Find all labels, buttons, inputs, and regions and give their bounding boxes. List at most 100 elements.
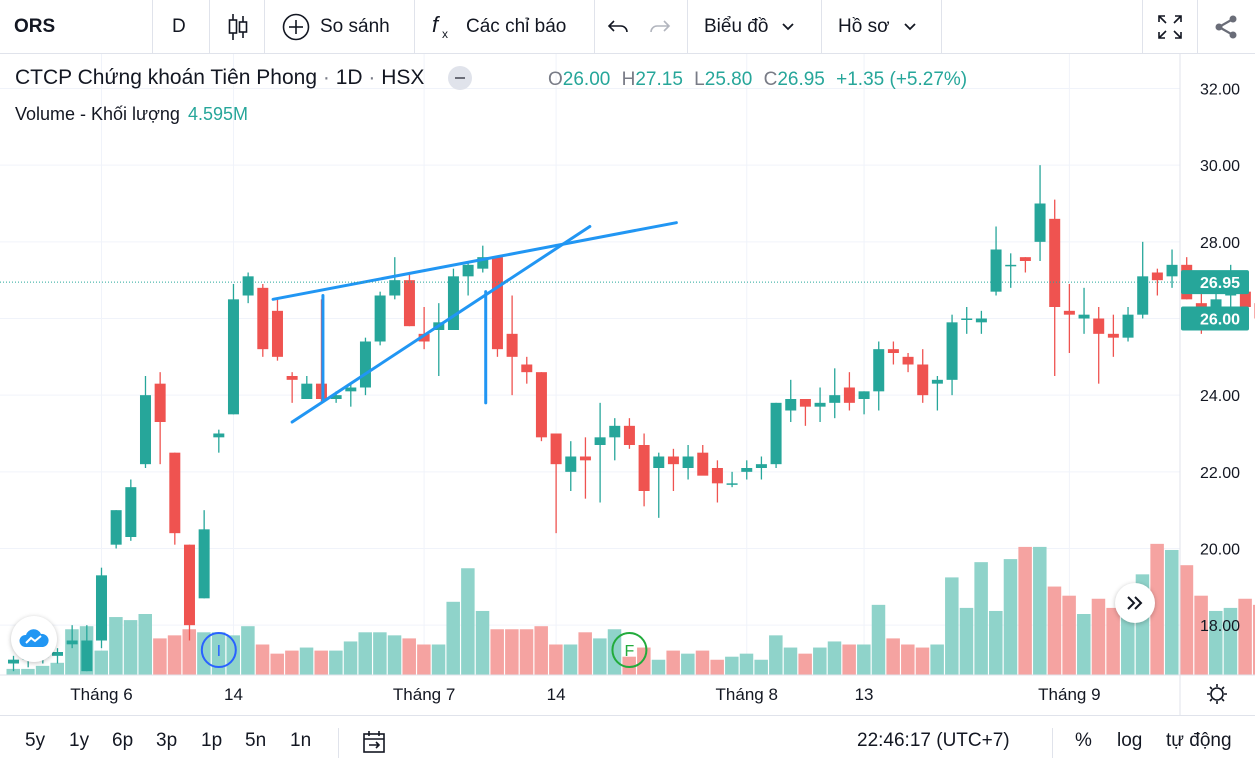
volume-bar [123,620,138,675]
goto-date-button[interactable] [362,730,388,761]
volume-bar [6,668,20,675]
open-value: 26.00 [562,69,611,90]
volume-bar [211,632,226,675]
log-scale-button[interactable]: log [1117,730,1143,751]
volume-bar [431,644,446,675]
range-6p-button[interactable]: 6p [112,730,134,751]
range-5y-button[interactable]: 5y [25,730,46,751]
volume-bar [35,665,50,675]
volume-bar [842,644,856,675]
volume-bar [827,641,842,675]
range-1p-button[interactable]: 1p [201,730,223,751]
volume-bar [1209,610,1223,675]
candle-body [550,433,562,465]
volume-bar [1077,614,1091,675]
volume-bar [651,659,666,675]
percent-scale-button[interactable]: % [1075,730,1092,751]
chart-style-button[interactable] [227,0,249,53]
candle-body [785,399,797,411]
candle-body [1239,291,1251,307]
time-axis[interactable]: Tháng 6 14 Tháng 7 14 Tháng 8 13 Tháng 9 [70,685,1100,704]
candle-body [799,399,811,407]
symbol-search-button[interactable]: ORS [14,15,56,37]
volume-bar [1238,598,1252,675]
candle-body [95,575,107,641]
candle-body [418,333,430,342]
auto-scale-button[interactable]: tự động [1166,730,1232,751]
candle-body [110,510,122,545]
volume-bar [1106,607,1120,675]
volume-bar [563,644,578,675]
volume-bar [666,650,680,675]
time-tick-label: Tháng 8 [716,685,778,704]
volume-bar [945,577,959,675]
volume-bar [329,650,343,675]
range-1y-button[interactable]: 1y [69,730,90,751]
compare-button[interactable]: So sánh [282,0,390,53]
indicators-label: Các chỉ báo [466,15,567,37]
collapse-legend-button[interactable] [448,66,473,91]
function-icon: f x [432,12,448,41]
indicators-button[interactable]: f x Các chỉ báo [430,0,566,53]
scroll-to-realtime-button[interactable] [1115,583,1155,623]
volume-bar [578,632,592,675]
candle-body [403,280,415,327]
tradingview-logo-button[interactable] [11,616,57,662]
candle-body [81,640,93,672]
volume-bar [637,647,651,675]
settings-button[interactable] [1207,684,1227,704]
volume-bar [21,668,35,675]
candle-body [169,452,181,534]
chart-menu-label: Biểu đồ [704,15,769,37]
low-key: L [694,69,705,90]
volume-bar [871,604,886,675]
redo-button[interactable] [648,0,672,53]
candles [8,165,1255,672]
price-axis[interactable]: 18.00 20.00 22.00 24.00 26.00 28.00 30.00 32.00… [1181,82,1249,636]
price-tick-label: 30.00 [1200,158,1240,175]
trendline-drawings[interactable] [271,221,678,424]
price-label-text: 26.95 [1200,275,1240,292]
range-5n-button[interactable]: 5n [245,730,267,751]
candle-body [829,395,841,403]
candle-body [271,310,283,357]
candle-body [755,464,767,468]
volume-bar [549,644,563,675]
chart-menu-button[interactable]: Biểu đồ [704,0,796,53]
high-value: 27.15 [635,69,683,90]
candle-body [1078,314,1090,319]
volume-bar [461,568,475,675]
profile-menu-button[interactable]: Hồ sơ [838,0,918,53]
undo-button[interactable] [606,0,630,53]
candle-body [1005,264,1017,267]
bottom-toolbar: 5y 1y 6p 3p 1p 5n 1n 22:46:17 (UTC+7) % … [0,715,1255,772]
volume-bar [1033,546,1047,675]
candle-body [359,341,371,388]
share-button[interactable] [1213,0,1239,53]
candle-body [154,383,166,422]
clock-timezone[interactable]: 22:46:17 (UTC+7) [857,730,1010,751]
instrument-name: CTCP Chứng khoán Tiên Phong [15,66,318,89]
candle-body [1107,333,1119,338]
volume-bar [769,635,783,675]
range-1n-button[interactable]: 1n [290,730,312,751]
range-3p-button[interactable]: 3p [156,730,178,751]
interval-button[interactable]: D [172,15,186,37]
fullscreen-button[interactable] [1156,0,1184,53]
bottom-divider [338,728,339,758]
volume-bar [959,607,974,675]
candle-body [257,287,269,350]
candle-body [697,452,709,476]
price-chart[interactable]: 18.00 20.00 22.00 24.00 26.00 28.00 30.00 32.00… [0,0,1255,715]
price-tick-label: 22.00 [1200,465,1240,482]
volume-bar [1091,598,1106,675]
volume-bar [182,629,196,675]
event-marker-label: I [217,643,221,660]
gear-icon-teeth [1207,684,1227,704]
candle-body [1195,303,1207,307]
plus-circle-icon [282,13,310,40]
price-label-text: 26.00 [1200,312,1240,329]
volume-bar [505,629,519,675]
volume-bar [1047,586,1062,675]
